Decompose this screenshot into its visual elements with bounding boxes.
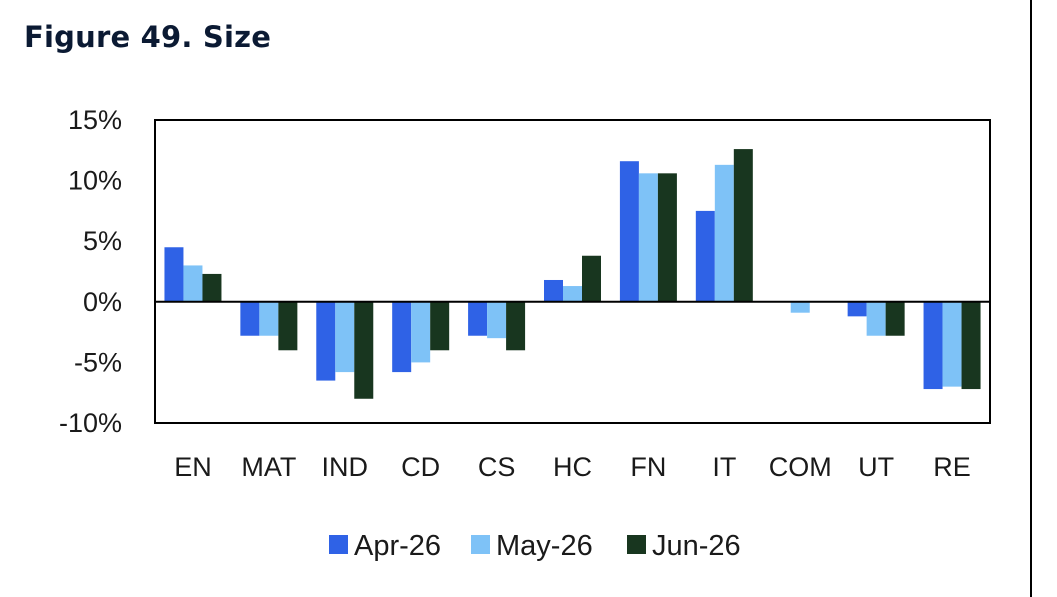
bar-mat-may-26 xyxy=(259,301,279,336)
x-category-label: HC xyxy=(553,452,592,482)
bar-it-apr-26 xyxy=(695,210,715,302)
x-category-label: CS xyxy=(478,452,516,482)
x-category-label: CD xyxy=(401,452,440,482)
y-tick-label: -5% xyxy=(74,347,122,377)
y-tick-label: 0% xyxy=(83,287,122,317)
bar-ut-jun-26 xyxy=(885,301,905,336)
bar-ind-may-26 xyxy=(335,301,355,373)
bar-mat-apr-26 xyxy=(240,301,260,336)
y-tick-label: 15% xyxy=(68,105,122,135)
bar-en-jun-26 xyxy=(202,273,222,302)
x-category-label: RE xyxy=(933,452,971,482)
legend-label: Jun-26 xyxy=(652,530,741,562)
bar-cd-apr-26 xyxy=(392,301,412,373)
bar-hc-may-26 xyxy=(563,286,582,302)
bar-cs-apr-26 xyxy=(468,301,488,336)
x-category-label: IND xyxy=(322,452,369,482)
bar-com-may-26 xyxy=(790,301,810,313)
figure-title: Figure 49. Size xyxy=(24,20,272,54)
legend-swatch xyxy=(471,535,490,554)
x-category-label: MAT xyxy=(241,452,296,482)
bar-en-apr-26 xyxy=(164,247,184,302)
bar-it-jun-26 xyxy=(733,149,753,302)
x-category-label: FN xyxy=(630,452,666,482)
frame-border xyxy=(1030,0,1032,597)
y-tick-label: -10% xyxy=(59,408,122,438)
bar-mat-jun-26 xyxy=(278,301,298,351)
y-tick-label: 10% xyxy=(68,166,122,196)
y-axis-ticks: 15% 10% 5% 0% -5% -10% xyxy=(59,105,122,438)
y-tick-label: 5% xyxy=(83,226,122,256)
bar-cd-may-26 xyxy=(411,301,431,363)
bar-ind-jun-26 xyxy=(354,301,374,399)
bar-fn-apr-26 xyxy=(619,161,639,302)
x-axis-categories: EN MAT IND CD CS HC FN IT COM UT RE xyxy=(174,452,971,482)
x-category-label: EN xyxy=(174,452,212,482)
bar-cd-jun-26 xyxy=(430,301,450,351)
bar-ut-apr-26 xyxy=(847,301,867,317)
bar-fn-jun-26 xyxy=(657,173,677,302)
bar-cs-may-26 xyxy=(487,301,507,339)
bar-fn-may-26 xyxy=(638,173,658,302)
x-category-label: UT xyxy=(858,452,894,482)
legend-label: May-26 xyxy=(496,530,593,562)
bar-re-apr-26 xyxy=(923,301,943,390)
bar-ut-may-26 xyxy=(866,301,886,336)
plot-area xyxy=(154,119,991,424)
bar-hc-apr-26 xyxy=(544,279,563,302)
bar-re-jun-26 xyxy=(961,301,981,390)
bar-en-may-26 xyxy=(183,265,203,302)
bar-ind-apr-26 xyxy=(316,301,336,381)
bar-cs-jun-26 xyxy=(506,301,526,351)
legend-swatch xyxy=(329,535,348,554)
bar-hc-jun-26 xyxy=(582,255,601,302)
x-category-label: COM xyxy=(769,452,832,482)
legend-label: Apr-26 xyxy=(354,530,441,562)
legend-swatch xyxy=(627,535,646,554)
bar-it-may-26 xyxy=(714,164,734,302)
legend: Apr-26 May-26 Jun-26 xyxy=(329,530,741,562)
bar-re-may-26 xyxy=(942,301,962,387)
bars-group xyxy=(164,149,981,399)
x-category-label: IT xyxy=(712,452,736,482)
